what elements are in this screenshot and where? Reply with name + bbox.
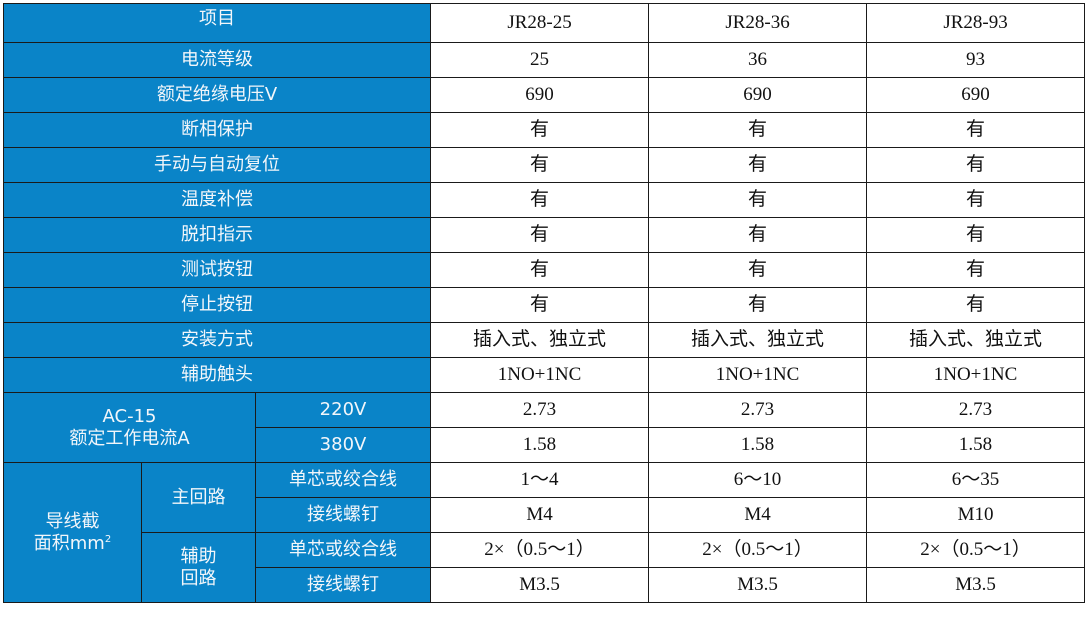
value-cell: 有 [648,217,868,253]
table-row: 温度补偿有有有 [2,182,1086,218]
spec-table: 项目 JR28-25 JR28-36 JR28-93 电流等级 25 36 93 额定绝缘电压V… [2,3,1086,603]
table-row: 项目 JR28-25 JR28-36 JR28-93 [2,3,1086,43]
value-cell: 690 [648,77,868,113]
table-row: 导线截 面积mm2 主回路 单芯或绞合线 1～4 6～10 6～35 [3,462,1086,603]
value-cell: M3.5 [430,567,650,603]
value-cell: M3.5 [866,567,1086,603]
label-line: 回路 [180,567,217,589]
value-cell: 有 [648,287,868,323]
table-row: 电流等级 25 36 93 [2,42,1086,78]
value-cell: 690 [430,77,650,113]
value-cell: 2.73 [648,392,868,428]
wire-type-label: 单芯或绞合线 [254,462,432,498]
model-header: JR28-25 [430,3,650,43]
row-label: 手动与自动复位 [2,147,432,183]
wire-type-label: 接线螺钉 [254,567,432,603]
header-label: 项目 [2,3,432,43]
value-cell: 插入式、独立式 [866,322,1086,358]
table-row: 安装方式 插入式、独立式 插入式、独立式 插入式、独立式 [2,322,1086,358]
value-cell: 6～10 [648,462,868,498]
voltage-label: 220V [254,392,432,428]
value-cell: 插入式、独立式 [430,322,650,358]
row-label: 额定绝缘电压V [2,77,432,113]
wire-type-label: 单芯或绞合线 [254,532,432,568]
value-cell: M10 [866,497,1086,533]
value-cell: 690 [866,77,1086,113]
value-cell: 有 [648,147,868,183]
table-row: 380V 1.58 1.58 1.58 [4,427,1086,463]
wire-type-label: 接线螺钉 [254,497,432,533]
value-cell: 93 [866,42,1086,78]
model-header: JR28-93 [866,3,1086,43]
table-row: 接线螺钉 M3.5 M3.5 M3.5 [4,567,1086,603]
superscript: 2 [104,533,112,545]
value-cell: 1～4 [430,462,650,498]
row-label: 停止按钮 [2,287,432,323]
value-cell: 1.58 [866,427,1086,463]
value-cell: 有 [648,182,868,218]
value-cell: 36 [648,42,868,78]
value-cell: 有 [866,217,1086,253]
value-cell: 25 [430,42,650,78]
row-label: 安装方式 [2,322,432,358]
ac15-label: AC-15 额定工作电流A [3,392,256,463]
value-cell: 1.58 [648,427,868,463]
table-row: 脱扣指示有有有 [2,217,1086,253]
wire-section-label: 导线截 面积mm2 [3,462,142,603]
value-cell: 1.58 [430,427,650,463]
row-label: 测试按钮 [2,252,432,288]
row-label: 电流等级 [2,42,432,78]
table-row: 测试按钮有有有 [2,252,1086,288]
table-row: 停止按钮有有有 [2,287,1086,323]
value-cell: 有 [430,147,650,183]
voltage-label: 380V [254,427,432,463]
value-cell: 2×（0.5～1） [866,532,1086,568]
table-row: 额定绝缘电压V 690 690 690 [2,77,1086,113]
label-line: 辅助 [180,545,217,567]
value-cell: 有 [866,287,1086,323]
value-cell: 有 [648,112,868,148]
value-cell: 插入式、独立式 [648,322,868,358]
value-cell: 2.73 [430,392,650,428]
value-cell: 1NO+1NC [648,357,868,393]
value-cell: 有 [648,252,868,288]
table-row: 接线螺钉 M4 M4 M10 [4,497,1086,533]
label-line: AC-15 [102,405,157,427]
table-row: 辅助 回路 单芯或绞合线 2×（0.5～1） 2×（0.5～1） 2×（0.5～1） [4,532,1086,603]
label-line: 面积mm [33,532,105,554]
table-row: AC-15 额定工作电流A 220V 2.73 2.73 2.73 [3,392,1086,463]
value-cell: 有 [866,252,1086,288]
value-cell: 1NO+1NC [430,357,650,393]
value-cell: 有 [430,182,650,218]
label-line: 额定工作电流A [69,427,190,449]
value-cell: M4 [430,497,650,533]
value-cell: 1NO+1NC [866,357,1086,393]
value-cell: 有 [430,287,650,323]
value-cell: 2×（0.5～1） [430,532,650,568]
value-cell: 2×（0.5～1） [648,532,868,568]
value-cell: 6～35 [866,462,1086,498]
value-cell: 有 [430,112,650,148]
model-header: JR28-36 [648,3,868,43]
main-circuit-label: 主回路 [141,462,256,533]
row-label: 温度补偿 [2,182,432,218]
table-row: 辅助触头 1NO+1NC 1NO+1NC 1NO+1NC [2,357,1086,393]
value-cell: M4 [648,497,868,533]
value-cell: 有 [866,112,1086,148]
value-cell: 有 [866,147,1086,183]
value-cell: 有 [866,182,1086,218]
table-row: 手动与自动复位有有有 [2,147,1086,183]
value-cell: 2.73 [866,392,1086,428]
row-label: 断相保护 [2,112,432,148]
row-label: 脱扣指示 [2,217,432,253]
value-cell: 有 [430,252,650,288]
table-row: 断相保护有有有 [2,112,1086,148]
aux-circuit-label: 辅助 回路 [141,532,256,603]
label-line: 导线截 [45,510,100,532]
value-cell: 有 [430,217,650,253]
value-cell: M3.5 [648,567,868,603]
row-label: 辅助触头 [2,357,432,393]
